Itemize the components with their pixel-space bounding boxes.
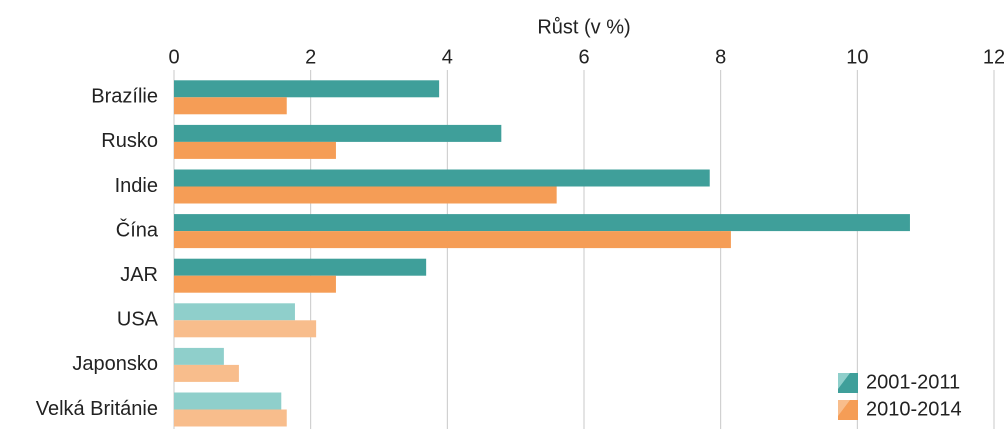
bar — [174, 186, 557, 204]
y-tick-label: Velká Británie — [36, 398, 158, 420]
x-tick-label: 12 — [983, 46, 1004, 68]
bar — [174, 214, 910, 232]
legend-label: 2010-2014 — [866, 398, 962, 420]
y-tick-label: USA — [117, 309, 159, 331]
legend-label: 2001-2011 — [866, 371, 960, 393]
x-tick-label: 2 — [305, 46, 316, 68]
bar — [174, 364, 239, 382]
x-tick-label: 8 — [715, 46, 726, 68]
bar — [174, 231, 731, 249]
y-tick-label: Indie — [115, 175, 158, 197]
x-tick-label: 0 — [168, 46, 179, 68]
bar — [174, 409, 287, 427]
bar — [174, 97, 287, 115]
bar — [174, 141, 336, 159]
x-tick-label: 4 — [442, 46, 453, 68]
bar — [174, 275, 336, 293]
legend-swatch-light — [838, 373, 850, 389]
y-tick-label: Čína — [116, 218, 159, 241]
legend-swatch-light — [838, 400, 850, 416]
bar — [174, 124, 502, 142]
y-tick-label: Brazílie — [91, 86, 158, 108]
x-tick-label: 6 — [578, 46, 589, 68]
bar — [174, 303, 295, 321]
y-tick-label: JAR — [120, 264, 158, 286]
bar — [174, 80, 440, 98]
bar — [174, 347, 224, 365]
bar — [174, 392, 282, 410]
y-tick-label: Rusko — [101, 130, 158, 152]
y-tick-label: Japonsko — [72, 353, 158, 375]
bar — [174, 169, 710, 187]
axis-title: Růst (v %) — [537, 16, 630, 38]
bar — [174, 320, 317, 338]
x-tick-label: 10 — [846, 46, 868, 68]
bar — [174, 258, 427, 276]
